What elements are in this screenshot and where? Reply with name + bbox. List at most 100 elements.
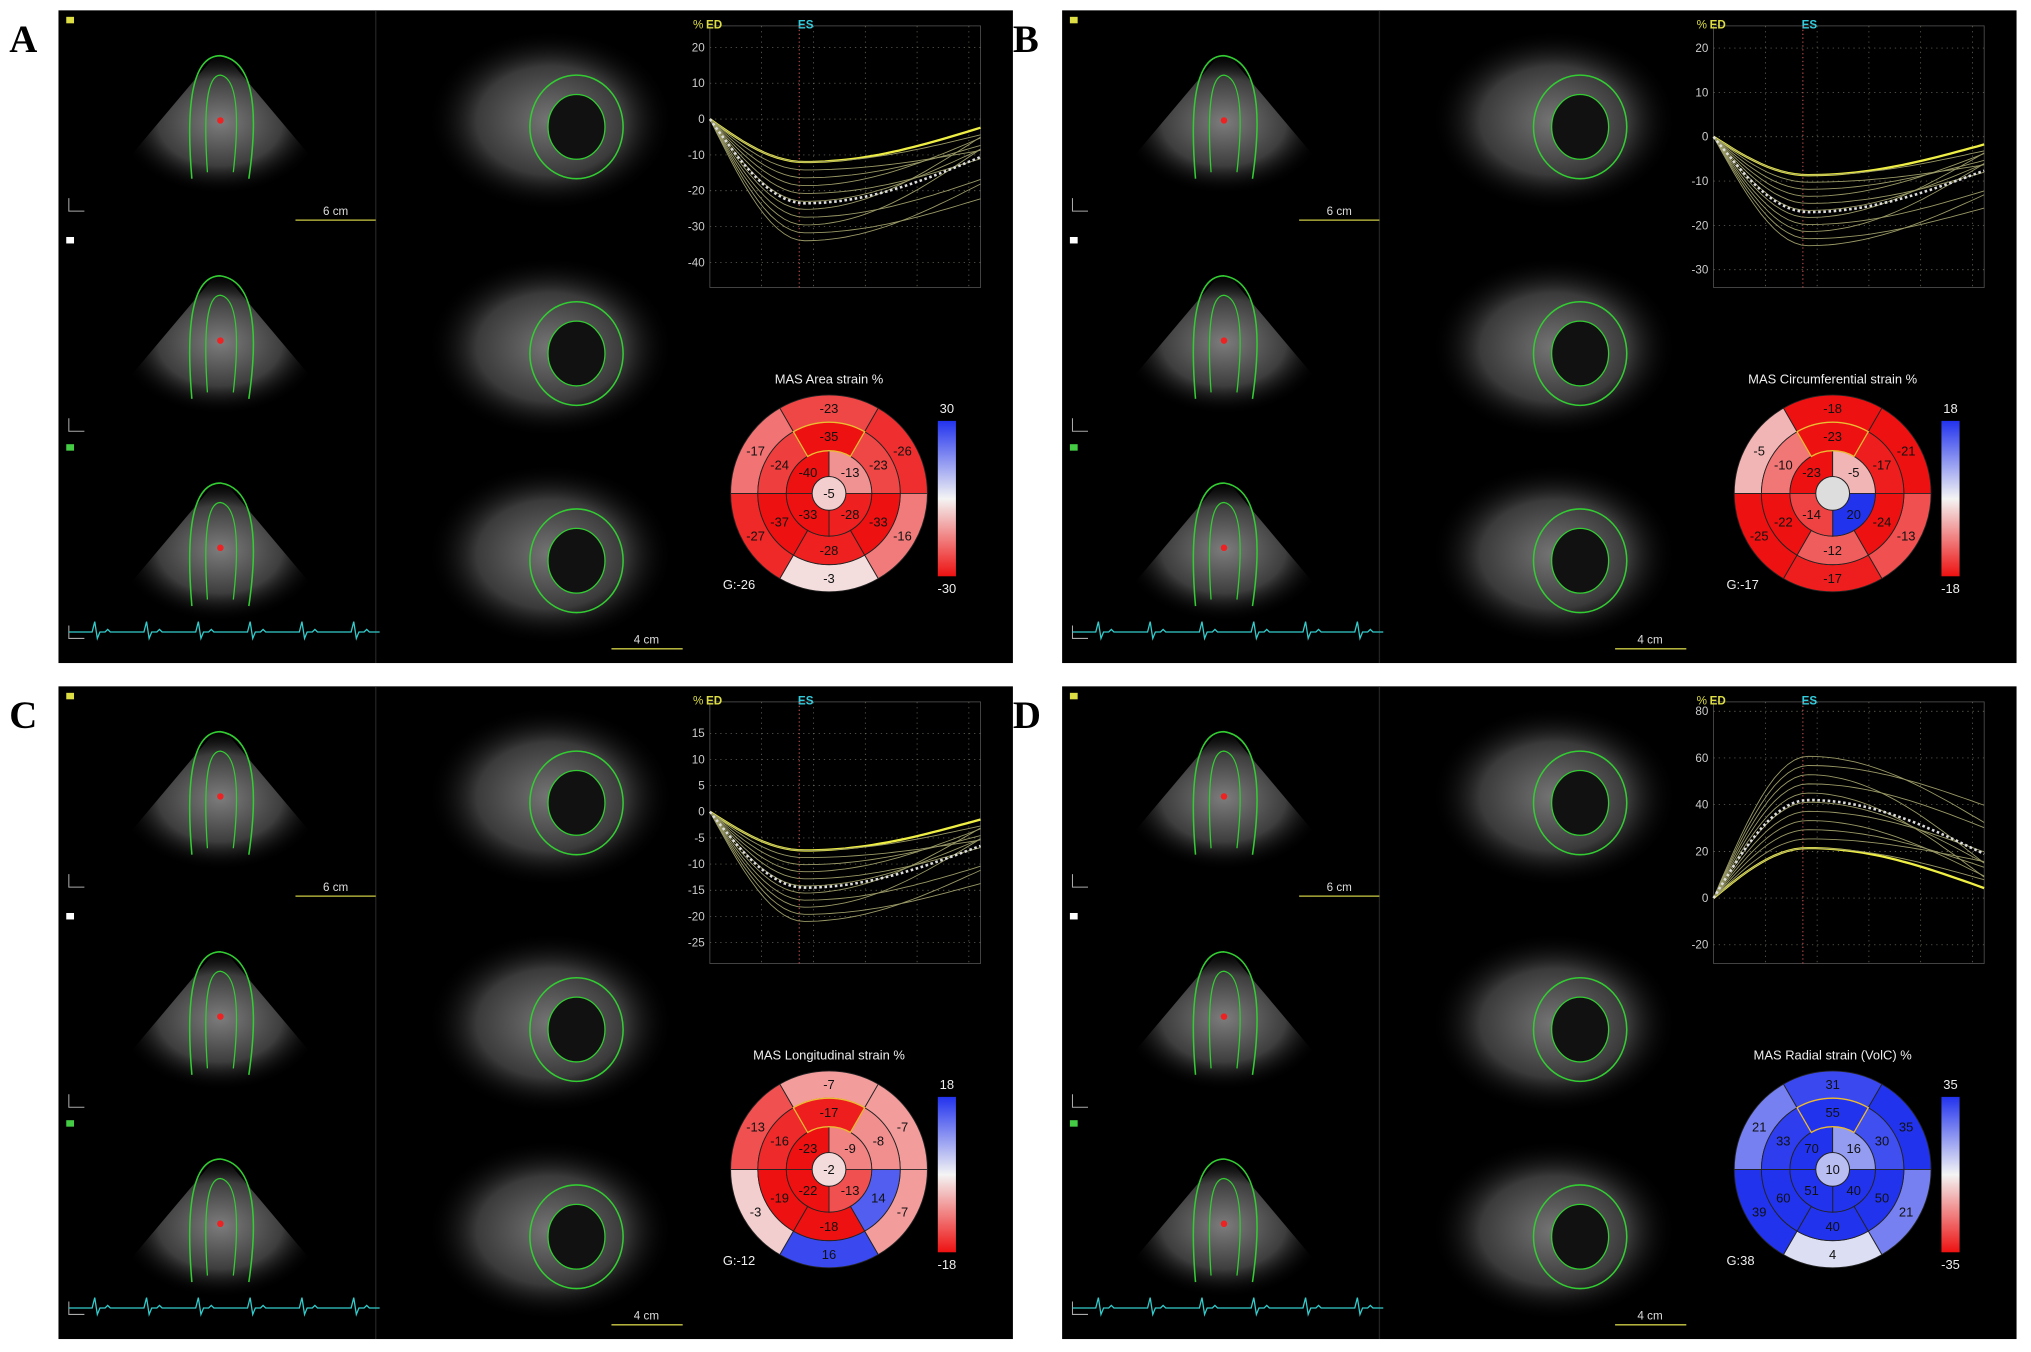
segment-label: -13 (746, 1120, 765, 1135)
myocardium-contour-inner (205, 1177, 238, 1276)
segment-label: -28 (841, 507, 860, 522)
segment-label: 60 (1776, 1190, 1790, 1205)
ring-outer (1532, 300, 1628, 407)
y-tick-label: -10 (1692, 175, 1709, 188)
segment-label: -19 (770, 1190, 789, 1205)
segment-label: -22 (1774, 514, 1793, 529)
ring-inner (1550, 769, 1610, 836)
segment-label: -23 (869, 457, 888, 472)
segment-label: -16 (893, 528, 912, 543)
strain-curve (1713, 136, 1985, 240)
y-tick-label: 80 (1695, 705, 1708, 718)
segment-label: 21 (1899, 1204, 1913, 1219)
myocardium-contour (188, 1158, 255, 1283)
segment-label: -24 (770, 457, 789, 472)
segment-label: 55 (1825, 1105, 1839, 1120)
graph-unit: % (693, 18, 703, 31)
strain-curve (709, 118, 981, 187)
view-marker (66, 692, 75, 700)
mean-curve (708, 810, 981, 889)
segment-label: -18 (1823, 401, 1842, 416)
segment-label: -21 (1897, 444, 1916, 459)
segment-label: -17 (1823, 571, 1842, 586)
ring-outer (1532, 74, 1628, 180)
segment-label: -40 (799, 465, 818, 480)
corner-bracket (68, 874, 85, 888)
y-tick-label: 40 (1695, 799, 1708, 812)
strain-curve (709, 811, 981, 901)
apex-marker (217, 793, 224, 800)
segment-label: 33 (1776, 1133, 1790, 1148)
corner-bracket (1071, 1094, 1089, 1108)
strain-curve (709, 118, 981, 226)
graph-ed: ED (706, 18, 722, 31)
y-tick-label: -25 (688, 936, 705, 949)
corner-bracket (68, 1301, 85, 1315)
ring-outer (529, 1184, 624, 1290)
strain-curve (1713, 136, 1985, 190)
apex-marker (217, 1220, 224, 1228)
ring-inner (547, 1203, 606, 1270)
apex-marker (1220, 544, 1228, 552)
colorbar-max: 30 (940, 401, 954, 416)
view-marker (1069, 236, 1078, 244)
graph-es: ES (798, 694, 814, 707)
view-marker (66, 16, 75, 24)
segment-label: -3 (823, 571, 835, 586)
scale-label-bottom: 4 cm (1637, 1310, 1662, 1323)
colorbar (937, 1096, 956, 1253)
myocardium-contour-inner (205, 74, 238, 173)
myocardium-contour-inner (1208, 750, 1241, 849)
strain-curve (709, 118, 981, 234)
panel-letter: B (1013, 18, 1039, 61)
global-strain: G:38 (1726, 1253, 1754, 1268)
segment-label: 14 (871, 1190, 885, 1205)
segment-label: 39 (1752, 1204, 1766, 1219)
myocardium-contour-inner (205, 970, 238, 1069)
corner-bracket (1071, 418, 1089, 432)
selected-segment-outline (1796, 421, 1870, 458)
scale-label-bottom: 4 cm (634, 634, 659, 647)
segment-label: -10 (1774, 457, 1793, 472)
mean-curve (708, 118, 982, 205)
segment-label: -33 (869, 514, 888, 529)
colorbar (937, 420, 956, 577)
strain-curve (709, 118, 981, 202)
ring-outer (1532, 976, 1628, 1083)
strain-curve (709, 118, 981, 210)
segment-label: 70 (1804, 1141, 1818, 1156)
y-tick-label: -15 (688, 884, 705, 897)
strain-curve (1713, 792, 1985, 899)
myocardium-contour-inner (1208, 501, 1241, 600)
corner-bracket (1071, 625, 1089, 639)
segment-label: 10 (1825, 1162, 1839, 1177)
myocardium-contour-inner (205, 750, 238, 849)
ring-outer (1532, 750, 1628, 856)
bullseye-title: MAS Radial strain (VolC) % (1754, 1047, 1913, 1062)
segment-label: 35 (1899, 1120, 1913, 1135)
segment-label: -22 (799, 1183, 818, 1198)
myocardium-contour (1192, 275, 1258, 399)
y-tick-label: -20 (688, 910, 705, 923)
corner-bracket (68, 1094, 85, 1108)
ring-outer (529, 300, 624, 407)
panel: 6 cm 4 cm% ED ES 20 10 0 -10 -20 -30 -40 MAS Area s… (58, 10, 1013, 664)
panel-letter: D (1013, 694, 1041, 737)
segment-label: 30 (1875, 1133, 1889, 1148)
strain-curve (709, 811, 981, 894)
global-strain: G:-17 (1726, 577, 1758, 592)
corner-bracket (68, 198, 85, 212)
bullseye-segment (1815, 476, 1850, 511)
segment-label: -28 (820, 543, 839, 558)
ring-inner (1550, 93, 1610, 160)
segment-label: -16 (770, 1133, 789, 1148)
y-tick-label: 0 (698, 113, 705, 126)
segment-label: -23 (1823, 429, 1842, 444)
myocardium-contour (188, 951, 255, 1075)
myocardium-contour-inner (1208, 1177, 1241, 1276)
ring-outer (529, 74, 624, 180)
segment-label: -26 (893, 444, 912, 459)
ring-inner (1550, 320, 1610, 387)
mean-curve (1712, 798, 1985, 899)
corner-bracket (1071, 198, 1089, 212)
